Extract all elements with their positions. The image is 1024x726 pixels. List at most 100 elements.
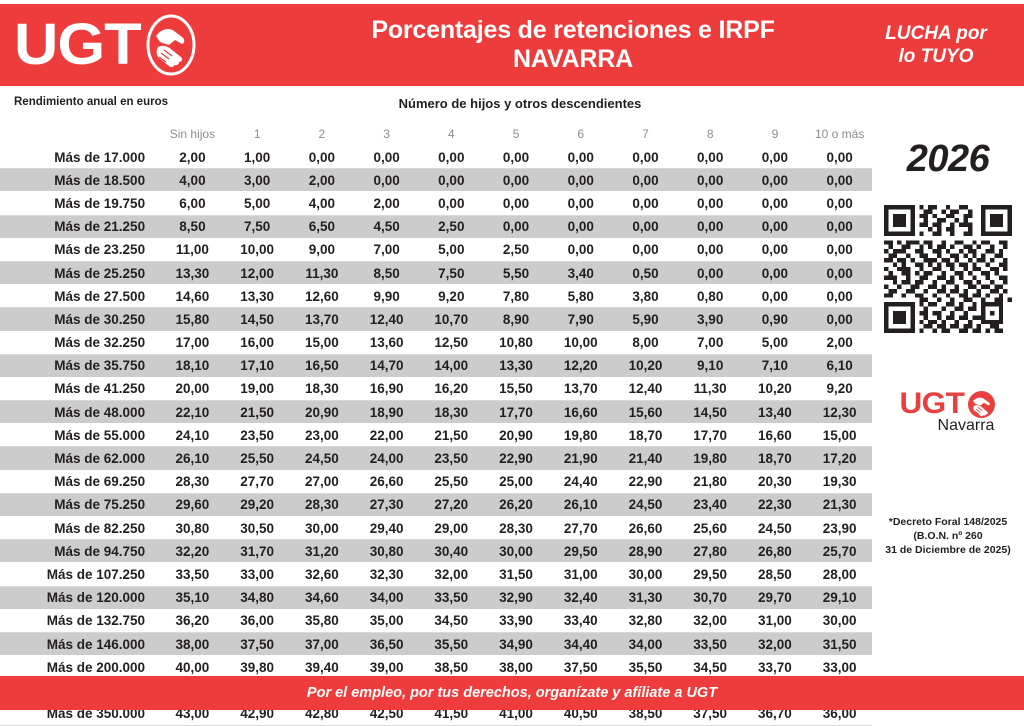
table-cell: 23,00 bbox=[289, 423, 355, 448]
table-cell: 31,00 bbox=[548, 562, 614, 587]
table-cell: 26,20 bbox=[483, 493, 549, 518]
table-cell: 31,00 bbox=[742, 609, 808, 633]
table-cell: 2,00 bbox=[160, 146, 225, 170]
row-label: Más de 146.000 bbox=[0, 632, 161, 657]
table-cell: 0,00 bbox=[807, 238, 872, 262]
table-cell: 28,50 bbox=[742, 562, 808, 587]
table-cell: 36,00 bbox=[224, 609, 290, 633]
table-cell: 29,50 bbox=[677, 562, 743, 587]
table-cell: 3,40 bbox=[548, 261, 614, 286]
table-cell: 12,30 bbox=[807, 400, 872, 425]
page-title-line1: Porcentajes de retenciones e IRPF bbox=[371, 16, 775, 44]
column-header-6: 5 bbox=[512, 127, 520, 141]
table-cell: 4,00 bbox=[289, 191, 355, 216]
table-cell: 3,90 bbox=[677, 307, 743, 332]
table-cell: 34,60 bbox=[289, 586, 355, 610]
table-cell: 29,40 bbox=[354, 516, 419, 541]
table-cell: 33,40 bbox=[548, 609, 614, 633]
table-cell: 16,20 bbox=[418, 377, 484, 402]
table-row: Más de 69.250 28,30 27,70 27,00 26,60 25,50 25… bbox=[0, 470, 872, 494]
table-cell: 0,00 bbox=[418, 191, 484, 216]
table-cell: 32,60 bbox=[289, 562, 355, 587]
column-header-1: Sin hijos bbox=[169, 127, 216, 141]
slogan-line2: lo TUYO bbox=[898, 46, 974, 67]
table-cell: 32,20 bbox=[160, 539, 225, 564]
table-cell: 7,80 bbox=[483, 284, 549, 309]
column-header-7: 6 bbox=[577, 127, 585, 141]
table-cell: 20,30 bbox=[742, 470, 808, 494]
table-cell: 0,90 bbox=[742, 307, 808, 332]
row-label: Más de 18.500 bbox=[0, 168, 161, 193]
table-cell: 10,70 bbox=[418, 307, 484, 332]
table-cell: 8,00 bbox=[613, 331, 678, 355]
table-cell: 31,50 bbox=[807, 632, 872, 657]
table-cell: 14,00 bbox=[418, 354, 484, 378]
table-cell: 30,00 bbox=[289, 516, 355, 541]
table-cell: 21,40 bbox=[613, 446, 678, 471]
table-cell: 1,00 bbox=[224, 146, 290, 170]
table-header: Sin hijos 1 2 3 4 5 6 7 8 9 10 o más bbox=[0, 122, 872, 146]
table-row: Más de 25.250 13,30 12,00 11,30 8,50 7,50 5,50… bbox=[0, 261, 872, 286]
column-header-5: 4 bbox=[447, 127, 455, 141]
table-cell: 0,00 bbox=[613, 191, 678, 216]
table-cell: 0,00 bbox=[807, 191, 872, 216]
table-cell: 35,50 bbox=[418, 632, 484, 657]
table-cell: 31,70 bbox=[224, 539, 290, 564]
table-cell: 26,80 bbox=[742, 539, 808, 564]
table-cell: 15,50 bbox=[483, 377, 549, 402]
table-cell: 26,10 bbox=[548, 493, 614, 518]
table-cell: 8,90 bbox=[483, 307, 549, 332]
table-cell: 12,40 bbox=[613, 377, 678, 402]
table-cell: 29,50 bbox=[548, 539, 614, 564]
table-row: Más de 32.250 17,00 16,00 15,00 13,60 12,50 10… bbox=[0, 331, 872, 355]
table-cell: 36,20 bbox=[160, 609, 225, 633]
table-cell: 17,70 bbox=[483, 400, 549, 425]
table-cell: 7,90 bbox=[548, 307, 614, 332]
table-cell: 2,00 bbox=[807, 331, 872, 355]
table-cell: 31,30 bbox=[613, 586, 678, 610]
table-cell: 2,00 bbox=[354, 191, 419, 216]
table-cell: 0,00 bbox=[677, 146, 743, 170]
table-cell: 6,00 bbox=[160, 191, 225, 216]
table-cell: 32,00 bbox=[677, 609, 743, 633]
table-cell: 0,00 bbox=[742, 146, 808, 170]
header-band: UGT Porcentajes de retenciones e IRPF NA… bbox=[0, 4, 1024, 86]
ugt-navarra-logo: UGT bbox=[872, 389, 1024, 419]
table-cell: 39,00 bbox=[354, 655, 419, 680]
table-cell: 34,40 bbox=[548, 632, 614, 657]
table-cell: 12,60 bbox=[289, 284, 355, 309]
table-cell: 10,20 bbox=[742, 377, 808, 402]
table-cell: 14,70 bbox=[354, 354, 419, 378]
table-cell: 0,00 bbox=[483, 146, 549, 170]
table-cell: 10,00 bbox=[548, 331, 614, 355]
table-row: Más de 23.250 11,00 10,00 9,00 7,00 5,00 2,50 0… bbox=[0, 238, 872, 262]
column-header-2: 1 bbox=[253, 127, 261, 141]
table-cell: 21,50 bbox=[224, 400, 290, 425]
table-cell: 9,90 bbox=[354, 284, 419, 309]
table-cell: 34,00 bbox=[613, 632, 678, 657]
table-cell: 0,00 bbox=[807, 146, 872, 170]
table-cell: 28,00 bbox=[807, 562, 872, 587]
table-cell: 20,00 bbox=[160, 377, 225, 402]
column-header-3: 2 bbox=[318, 127, 326, 141]
ugt-navarra-sublabel: Navarra bbox=[937, 417, 995, 434]
table-cell: 16,00 bbox=[224, 331, 290, 355]
table-cell: 2,50 bbox=[418, 215, 484, 239]
table-cell: 3,00 bbox=[224, 168, 290, 193]
table-cell: 30,70 bbox=[677, 586, 743, 610]
table-cell: 16,50 bbox=[289, 354, 355, 378]
table-cell: 11,30 bbox=[289, 261, 355, 286]
table-cell: 35,80 bbox=[289, 609, 355, 633]
table-cell: 0,00 bbox=[548, 191, 614, 216]
table-cell: 4,00 bbox=[160, 168, 225, 193]
qr-code-icon[interactable] bbox=[884, 205, 1012, 333]
row-label: Más de 200.000 bbox=[0, 655, 161, 680]
table-cell: 34,00 bbox=[354, 586, 419, 610]
table-cell: 0,00 bbox=[807, 168, 872, 193]
table-cell: 31,50 bbox=[483, 562, 549, 587]
table-cell: 34,50 bbox=[418, 609, 484, 633]
table-cell: 5,50 bbox=[483, 261, 549, 286]
row-label: Más de 17.000 bbox=[0, 146, 161, 170]
table-cell: 36,50 bbox=[354, 632, 419, 657]
table-row: Más de 120.000 35,10 34,80 34,60 34,00 33,50 3… bbox=[0, 586, 872, 610]
